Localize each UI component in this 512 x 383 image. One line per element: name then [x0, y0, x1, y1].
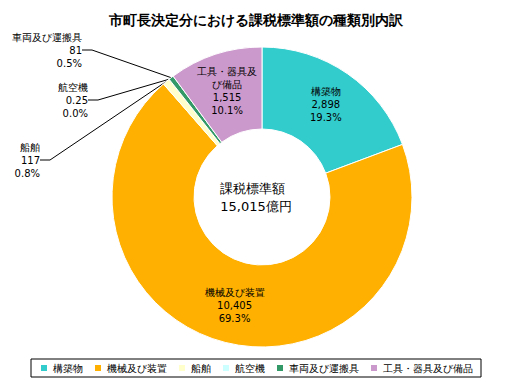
- svg-text:1,515: 1,515: [213, 92, 242, 103]
- svg-text:工具・器具及: 工具・器具及: [197, 66, 257, 77]
- svg-text:構築物: 構築物: [311, 86, 341, 97]
- svg-text:15,015億円: 15,015億円: [220, 199, 291, 214]
- svg-text:構築物: 構築物: [53, 363, 83, 374]
- svg-text:0.5%: 0.5%: [57, 58, 82, 69]
- svg-text:2,898: 2,898: [312, 99, 341, 110]
- svg-text:課税標準額: 課税標準額: [220, 181, 285, 196]
- svg-text:機械及び装置: 機械及び装置: [205, 287, 265, 298]
- svg-text:69.3%: 69.3%: [219, 313, 251, 324]
- svg-text:0.8%: 0.8%: [15, 168, 40, 179]
- svg-text:0.25: 0.25: [66, 95, 88, 106]
- svg-text:工具・器具及び備品: 工具・器具及び備品: [383, 363, 473, 374]
- svg-text:市町長決定分における課税標準額の種類別内訳: 市町長決定分における課税標準額の種類別内訳: [108, 12, 404, 28]
- svg-text:機械及び装置: 機械及び装置: [107, 363, 167, 374]
- svg-text:車両及び運搬具: 車両及び運搬具: [289, 363, 359, 374]
- svg-text:船舶: 船舶: [20, 142, 40, 153]
- svg-text:117: 117: [21, 155, 40, 166]
- svg-text:航空機: 航空機: [235, 363, 265, 374]
- svg-text:船舶: 船舶: [191, 363, 211, 374]
- svg-text:び備品: び備品: [212, 79, 242, 90]
- svg-text:車両及び運搬具: 車両及び運搬具: [12, 32, 82, 43]
- svg-text:81: 81: [69, 45, 82, 56]
- svg-text:航空機: 航空機: [58, 82, 88, 93]
- svg-text:10,405: 10,405: [217, 300, 252, 311]
- svg-text:19.3%: 19.3%: [310, 112, 342, 123]
- svg-text:0.0%: 0.0%: [63, 108, 88, 119]
- svg-text:10.1%: 10.1%: [211, 105, 243, 116]
